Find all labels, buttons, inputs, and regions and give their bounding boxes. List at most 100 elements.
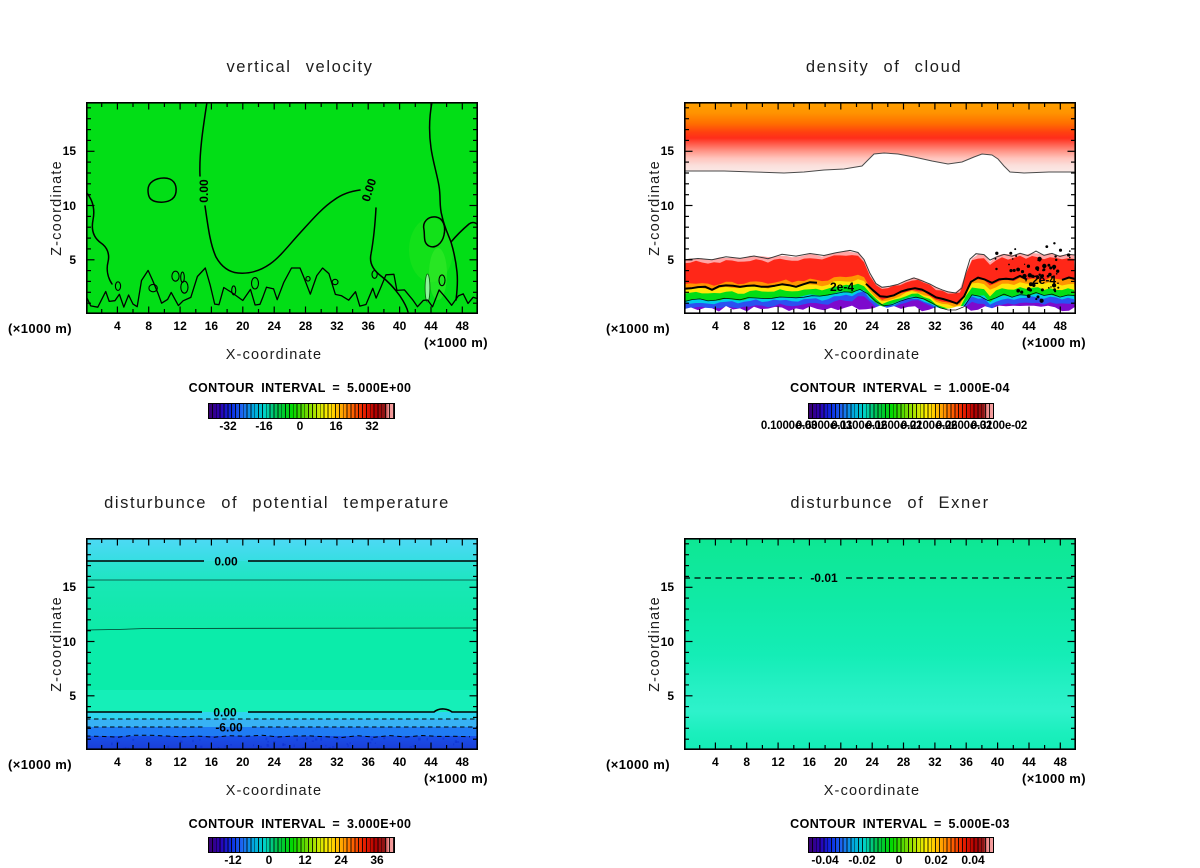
th-noise-dot [180, 740, 183, 743]
dc-speckle-dot [994, 257, 997, 260]
dc-speckle-dot [1047, 287, 1050, 289]
th-noise-dot [116, 740, 118, 742]
panel-title-exner: disturbunce of Exner [790, 494, 990, 512]
contour-line-zero-lower [86, 708, 478, 713]
dc-speckle-dot [1020, 290, 1024, 294]
th-noise-dot [259, 745, 262, 748]
dc-speckle-dot [1042, 268, 1046, 272]
x-axis-unit-left: (×1000 m) [606, 321, 670, 336]
dc-speckle-dot [1048, 272, 1052, 277]
x-tick-label: 16 [204, 755, 219, 769]
vv-light-patch [429, 248, 447, 300]
th-noise-dot [132, 738, 135, 741]
x-tick-label: 36 [959, 755, 973, 769]
dc-speckle-dot [1011, 258, 1014, 260]
colorbar-tick-label: 36 [370, 853, 384, 867]
x-tick-label: 20 [236, 755, 250, 769]
x-tick-label: 44 [424, 755, 438, 769]
contour-label: 2e-4 [1032, 273, 1056, 287]
x-tick-label: 48 [1053, 319, 1067, 333]
dc-speckle-dot [1032, 283, 1036, 287]
dc-speckle-dot [995, 251, 999, 255]
x-tick-label: 12 [173, 755, 187, 769]
colorbar-tick-label: -0.04 [811, 853, 839, 867]
vv-small-closed-contour [231, 285, 237, 296]
x-tick-label: 48 [455, 319, 469, 333]
x-tick-label: 24 [865, 319, 879, 333]
colorbar-tick-label: 12 [298, 853, 312, 867]
x-tick-label: 36 [959, 319, 973, 333]
panel-title-potential-temperature: disturbunce of potential temperature [104, 494, 450, 512]
colorbar-tick-label: 32 [365, 419, 379, 433]
colorbar-tick-label: 0.3100e-02 [970, 420, 1028, 432]
th-noise-dot [369, 741, 372, 744]
dc-speckle-dot [1030, 274, 1035, 278]
th-noise-dot [267, 740, 269, 743]
plot-frame-border [86, 102, 478, 314]
th-noise-dot [412, 745, 415, 747]
vv-small-closed-contour [438, 274, 446, 287]
x-axis-unit-left: (×1000 m) [8, 757, 72, 772]
x-tick-label: 20 [834, 319, 848, 333]
dc-frame-ticks [684, 102, 1076, 314]
th-noise-dot [266, 743, 269, 746]
x-tick-label: 48 [1053, 755, 1067, 769]
x-axis-unit-right: (×1000 m) [1022, 771, 1086, 786]
th-noise-dot [370, 738, 374, 741]
dc-speckle-dot [1009, 269, 1013, 273]
x-tick-label: 24 [267, 755, 281, 769]
x-axis-unit-right: (×1000 m) [424, 771, 488, 786]
th-noise-dot [311, 740, 314, 742]
dc-speckle-dot [1023, 276, 1026, 279]
th-noise-dot [374, 742, 376, 744]
th-noise-dot [336, 737, 339, 740]
contour-label: -0.01 [810, 571, 838, 585]
colorbar-title: CONTOUR INTERVAL = 3.000E+00 [188, 817, 412, 831]
z-tick-label: 10 [660, 634, 674, 649]
x-tick-label: 44 [424, 319, 438, 333]
vv-small-closed-contour [331, 278, 339, 286]
th-noise-dot [442, 737, 445, 740]
dc-speckle-dot [1054, 255, 1057, 258]
x-tick-label: 20 [236, 319, 250, 333]
vv-surface-wiggle-contours [86, 267, 478, 308]
th-noise-dot [283, 743, 285, 746]
x-tick-label: 28 [896, 755, 911, 769]
z-tick-label: 5 [69, 252, 76, 267]
th-noise-dot [325, 745, 327, 747]
dc-speckle-dot [1058, 248, 1063, 252]
plot-density-of-cloud: 2e-4 2e-4 [684, 102, 1076, 314]
dc-speckle-dot [1045, 245, 1049, 249]
dc-speckle-dot [1035, 298, 1038, 301]
th-noise-dot [456, 741, 460, 743]
dc-speckle-dot [1068, 250, 1071, 252]
x-tick-label: 8 [743, 319, 751, 333]
th-band [86, 712, 478, 719]
x-tick-label: 36 [361, 755, 375, 769]
dc-speckle-dot [995, 267, 998, 271]
colorbar-potential-temperature [208, 837, 395, 853]
th-noise-dot [217, 747, 220, 748]
x-axis-title: X-coordinate [823, 783, 921, 799]
z-tick-label: 10 [62, 634, 76, 649]
colorbar-tick-label: 24 [334, 853, 348, 867]
th-noise-dot [320, 737, 323, 741]
colorbar-tick-label: 0.02 [924, 853, 948, 867]
dc-speckle-dot [1016, 267, 1021, 272]
dc-speckle-dot [1051, 275, 1054, 279]
x-tick-label: 8 [145, 755, 153, 769]
vv-small-closed-contour [371, 269, 378, 279]
colorbar-tick-label: -16 [255, 419, 273, 433]
dc-speckle-dot [1038, 259, 1041, 262]
x-axis-unit-left: (×1000 m) [606, 757, 670, 772]
x-tick-label: 4 [712, 319, 719, 333]
th-contour-lines [86, 560, 478, 728]
x-tick-label: 8 [145, 319, 153, 333]
th-band [86, 719, 478, 727]
plot-frame-border [86, 538, 478, 750]
dc-lower-cloud-top-contour [684, 249, 1076, 294]
th-band [86, 690, 478, 712]
th-noise-dot [409, 746, 412, 748]
th-band [86, 736, 478, 750]
colorbar-tick-label: 0.1000e-03 [760, 420, 818, 432]
